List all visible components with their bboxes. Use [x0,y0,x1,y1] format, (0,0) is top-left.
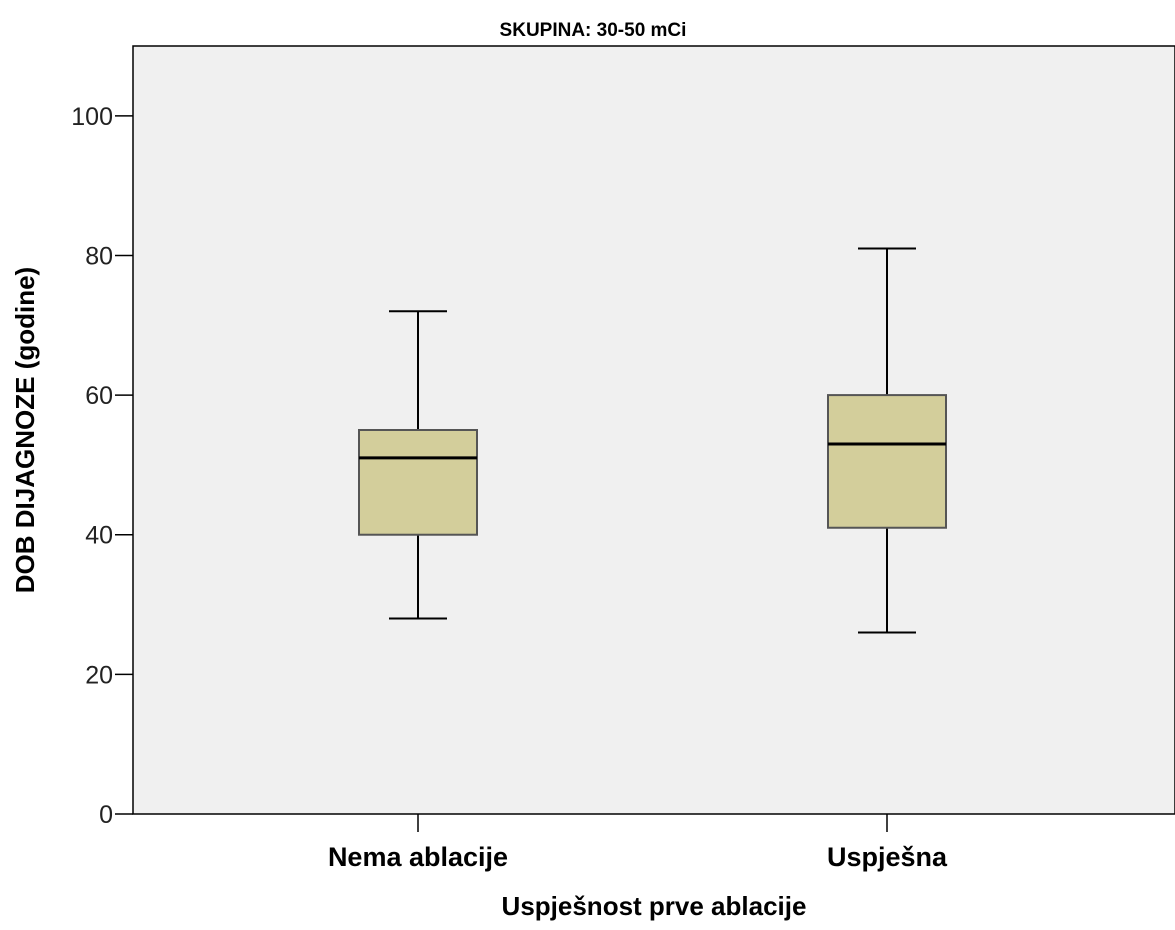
y-axis: 0 20 40 60 80 100 [71,103,133,829]
y-tick-label: 40 [85,522,113,550]
x-tick-label: Uspješna [827,842,948,872]
y-axis-label: DOB DIJAGNOZE (godine) [10,267,40,593]
x-axis: Nema ablacije Uspješna [328,814,948,872]
iqr-box [827,394,947,529]
box-1 [358,310,478,620]
x-tick-label: Nema ablacije [328,842,508,872]
box-2 [827,247,947,634]
y-tick-label: 100 [71,103,113,131]
y-tick-label: 20 [85,661,113,689]
boxes-group [358,247,947,634]
iqr-box [358,429,478,536]
x-axis-label: Uspješnost prve ablacije [502,891,807,921]
chart-title: SKUPINA: 30-50 mCi [500,20,687,41]
plot-area [132,45,1175,815]
y-tick-label: 0 [99,801,113,829]
y-tick-label: 80 [85,242,113,270]
y-tick-label: 60 [85,382,113,410]
